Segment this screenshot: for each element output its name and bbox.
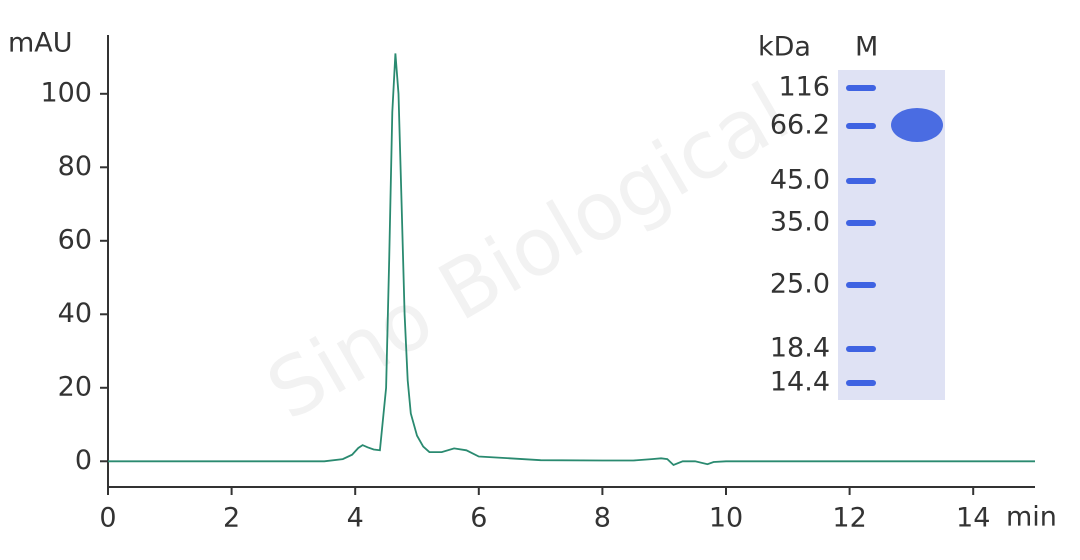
gel-marker-label: 66.2 (770, 110, 830, 141)
x-axis-title: min (1006, 502, 1057, 533)
watermark: Sino Biological (252, 65, 804, 437)
gel-marker-band (846, 178, 876, 184)
x-tick-label: 0 (99, 503, 116, 534)
gel-marker-band (846, 282, 876, 288)
gel-marker-band (846, 123, 876, 129)
y-tick-label: 100 (40, 77, 92, 108)
x-tick-label: 10 (709, 503, 743, 534)
x-tick-label: 6 (470, 503, 487, 534)
y-tick-label: 80 (58, 151, 92, 182)
gel-marker-band (846, 380, 876, 386)
gel-marker-label: 116 (778, 72, 830, 103)
y-tick-label: 0 (75, 445, 92, 476)
gel-marker-band (846, 220, 876, 226)
gel-lane-label: M (855, 32, 878, 63)
gel-unit-label: kDa (758, 32, 811, 63)
gel-marker-label: 35.0 (770, 207, 830, 238)
gel-marker-band (846, 85, 876, 91)
x-tick-label: 2 (223, 503, 240, 534)
y-axis-title: mAU (8, 28, 73, 59)
gel-marker-label: 18.4 (770, 333, 830, 364)
x-tick-label: 14 (956, 503, 990, 534)
gel-marker-label: 14.4 (770, 367, 830, 398)
gel-marker-label: 25.0 (770, 269, 830, 300)
x-tick-label: 8 (594, 503, 611, 534)
x-tick-label: 4 (347, 503, 364, 534)
gel-marker-label: 45.0 (770, 165, 830, 196)
gel-sample-band (891, 108, 943, 142)
y-tick-label: 60 (58, 224, 92, 255)
y-tick-label: 20 (58, 371, 92, 402)
gel-marker-band (846, 346, 876, 352)
x-tick-label: 12 (832, 503, 866, 534)
y-tick-label: 40 (58, 298, 92, 329)
trace-line (108, 53, 1035, 467)
